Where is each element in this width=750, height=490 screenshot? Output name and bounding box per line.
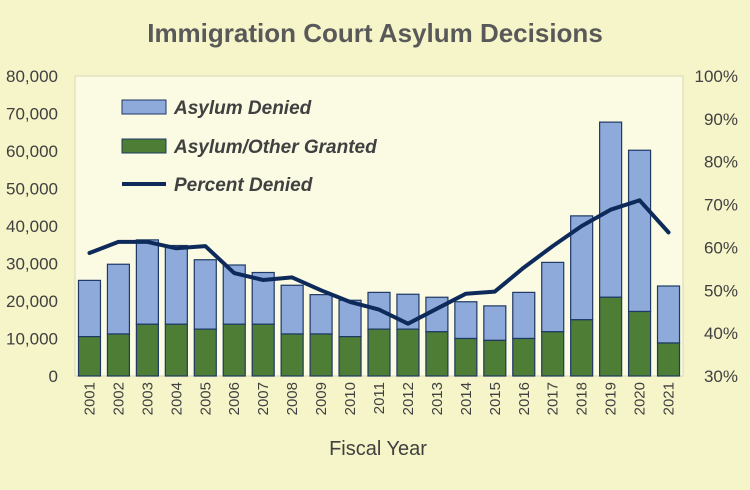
right-axis: 30% 40% 50% 60% 70% 80% 90% 100%: [695, 67, 738, 386]
x-tick-label: 2002: [110, 382, 127, 415]
bar-granted: [483, 339, 507, 377]
x-tick-label: 2020: [632, 382, 649, 415]
bar-denied: [164, 244, 188, 325]
right-tick-label: 50%: [704, 281, 738, 300]
legend-swatch-denied: [121, 99, 167, 115]
bar-granted: [512, 337, 536, 377]
left-tick-label: 10,000: [6, 330, 58, 349]
bar-denied: [454, 301, 478, 340]
x-tick-label: 2008: [284, 382, 301, 415]
x-tick-label: 2014: [458, 382, 475, 415]
right-tick-label: 70%: [704, 196, 738, 215]
x-tick-label: 2017: [545, 382, 562, 415]
percent-denied-line: [87, 198, 671, 326]
right-tick-label: 90%: [704, 110, 738, 129]
right-tick-label: 30%: [704, 367, 738, 386]
bar-denied: [193, 259, 217, 330]
legend: Asylum Denied Asylum/Other Granted Perce…: [121, 98, 377, 196]
bar-granted: [425, 331, 449, 377]
x-tick-label: 2021: [661, 382, 678, 415]
bars-group: [77, 121, 681, 377]
chart-title: Immigration Court Asylum Decisions: [147, 18, 603, 48]
bar-denied: [77, 279, 102, 338]
left-tick-label: 20,000: [6, 292, 58, 311]
bar-denied: [309, 294, 333, 335]
bar-granted: [599, 296, 623, 377]
legend-label-percent: Percent Denied: [174, 175, 313, 196]
bar-denied: [106, 263, 131, 335]
bar-granted: [367, 328, 391, 377]
x-tick-label: 2012: [400, 382, 417, 415]
bar-granted: [251, 323, 275, 377]
bar-granted: [164, 323, 188, 377]
x-axis: 2001 2002 2003 2004 2005 2006 2007 2008 2009 2010…: [81, 382, 677, 415]
x-tick-label: 2011: [371, 382, 388, 414]
bar-granted: [77, 336, 102, 377]
right-tick-label: 80%: [704, 153, 738, 172]
x-axis-title: Fiscal Year: [329, 438, 427, 460]
bar-denied: [135, 239, 159, 325]
bar-granted: [135, 323, 159, 377]
legend-label-granted: Asylum/Other Granted: [173, 137, 377, 158]
bar-granted: [627, 310, 652, 377]
bar-granted: [454, 337, 478, 377]
right-tick-label: 60%: [704, 238, 738, 257]
left-axis: 0 10,000 20,000 30,000 40,000 50,000 60,000 70,…: [6, 67, 58, 386]
bar-denied: [483, 305, 507, 341]
x-tick-label: 2003: [139, 382, 156, 415]
left-tick-label: 0: [49, 367, 58, 386]
bar-denied: [656, 285, 681, 344]
bar-granted: [222, 323, 246, 377]
legend-swatch-granted: [121, 138, 167, 154]
x-tick-label: 2015: [487, 382, 504, 415]
bar-denied: [512, 291, 536, 340]
x-tick-label: 2007: [255, 382, 272, 415]
x-tick-label: 2005: [197, 382, 214, 415]
bar-granted: [396, 328, 420, 377]
bar-granted: [280, 333, 304, 377]
x-tick-label: 2013: [429, 382, 446, 415]
bar-granted: [338, 336, 362, 377]
left-tick-label: 80,000: [6, 67, 58, 86]
bar-denied: [280, 284, 304, 335]
x-tick-label: 2006: [226, 382, 243, 415]
bar-denied: [627, 149, 652, 313]
x-tick-label: 2004: [168, 382, 185, 415]
left-tick-label: 50,000: [6, 180, 58, 199]
bar-granted: [541, 331, 565, 377]
left-tick-label: 30,000: [6, 255, 58, 274]
left-tick-label: 60,000: [6, 142, 58, 161]
x-tick-label: 2016: [516, 382, 533, 415]
legend-label-denied: Asylum Denied: [173, 98, 312, 119]
x-tick-label: 2019: [603, 382, 620, 415]
percent-line-group: [87, 198, 671, 326]
bar-granted: [106, 333, 131, 377]
bar-granted: [570, 319, 594, 377]
left-tick-label: 70,000: [6, 105, 58, 124]
left-tick-label: 40,000: [6, 217, 58, 236]
x-tick-label: 2010: [342, 382, 359, 415]
right-tick-label: 100%: [695, 67, 738, 86]
bar-granted: [656, 342, 681, 377]
bar-granted: [309, 333, 333, 377]
x-tick-label: 2001: [81, 382, 98, 415]
x-tick-label: 2018: [574, 382, 591, 415]
bar-granted: [193, 328, 217, 377]
bar-denied: [541, 261, 565, 333]
right-tick-label: 40%: [704, 324, 738, 343]
x-tick-label: 2009: [313, 382, 330, 415]
